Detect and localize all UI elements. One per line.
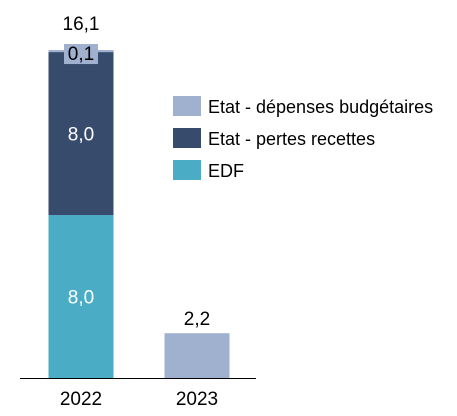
- legend: Etat - dépenses budgétaires Etat - pertes…: [173, 96, 433, 181]
- x-tick-label-2023: 2023: [176, 389, 218, 410]
- legend-label-3: EDF: [208, 161, 244, 181]
- legend-swatch-1: [173, 96, 201, 116]
- legend-label-2: Etat - pertes recettes: [208, 129, 375, 149]
- segment-label-chip-2022-3: [64, 44, 98, 65]
- segment-label-2022-3: 0,1: [68, 44, 94, 65]
- segment-label-2022-1: 8,0: [68, 288, 94, 309]
- x-tick-label-2022: 2022: [60, 389, 102, 410]
- total-labels-group: 16,1 2,2: [63, 14, 211, 330]
- total-label-2022: 16,1: [63, 14, 100, 35]
- bar-segment-2023-3: [164, 333, 230, 378]
- legend-label-1: Etat - dépenses budgétaires: [208, 97, 433, 117]
- legend-swatch-3: [173, 160, 201, 180]
- total-label-2023: 2,2: [184, 309, 210, 330]
- bar-segment-2022-2: [48, 52, 114, 216]
- x-tick-labels-group: 2022 2023: [60, 389, 218, 410]
- segment-label-2022-2: 8,0: [68, 125, 94, 146]
- legend-swatch-2: [173, 128, 201, 148]
- bars-group: [48, 50, 230, 378]
- segment-labels-group: 8,0 8,0 0,1: [64, 44, 98, 309]
- bar-segment-2022-1: [48, 215, 114, 378]
